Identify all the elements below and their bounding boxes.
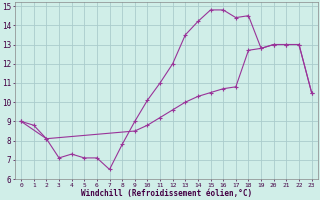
X-axis label: Windchill (Refroidissement éolien,°C): Windchill (Refroidissement éolien,°C) bbox=[81, 189, 252, 198]
